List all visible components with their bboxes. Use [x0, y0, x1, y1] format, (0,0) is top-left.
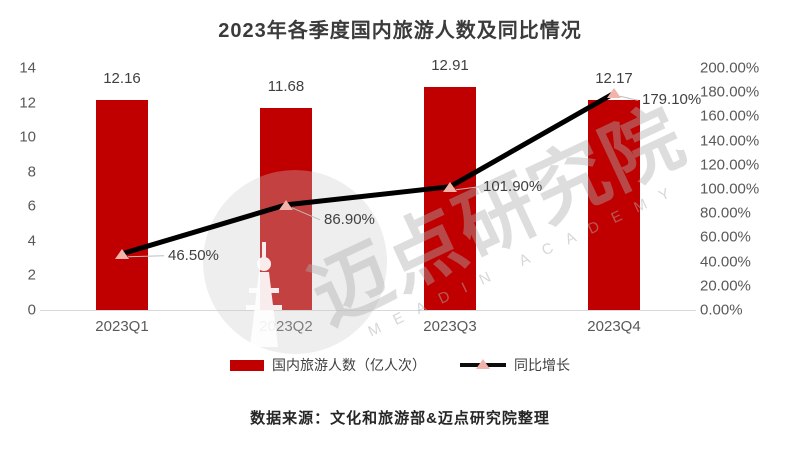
y-axis-right-tick: 20.00%	[700, 277, 751, 295]
bar-value-label: 12.16	[103, 69, 141, 87]
x-axis-label: 2023Q4	[587, 318, 641, 335]
y-axis-left-tick: 4	[27, 232, 36, 250]
page-title: 2023年各季度国内旅游人数及同比情况	[218, 20, 582, 42]
legend-line-label: 同比增长	[514, 357, 570, 373]
line-marker-icon	[279, 199, 293, 210]
line-marker-icon	[115, 248, 129, 259]
line-value-label: 101.90%	[483, 177, 543, 195]
y-axis-right-tick: 200.00%	[700, 59, 760, 77]
y-axis-left-tick: 6	[27, 197, 36, 215]
bar-value-label: 12.17	[595, 69, 633, 87]
label-leader-line	[127, 255, 165, 258]
line-marker-icon	[443, 181, 457, 192]
y-axis-left-tick: 12	[19, 94, 36, 112]
bar	[424, 86, 476, 310]
watermark-logo-circle	[203, 170, 387, 354]
legend-line-swatch	[460, 359, 506, 369]
label-leader-line	[455, 186, 480, 191]
source-note: 数据来源：文化和旅游部&迈点研究院整理	[250, 410, 550, 427]
y-axis-right-tick: 180.00%	[700, 83, 760, 101]
label-leader-line	[291, 207, 321, 221]
y-axis-right-tick: 0.00%	[700, 301, 743, 319]
y-axis-right-tick: 60.00%	[700, 228, 751, 246]
y-axis-left-tick: 14	[19, 59, 36, 77]
y-axis-left-tick: 8	[27, 163, 36, 181]
bar	[588, 99, 640, 310]
x-axis-label: 2023Q1	[95, 318, 149, 335]
bar	[96, 99, 148, 310]
y-axis-right-tick: 80.00%	[700, 204, 751, 222]
legend-bar-label: 国内旅游人数（亿人次）	[272, 357, 426, 373]
y-axis-left-tick: 0	[27, 301, 36, 319]
legend: 国内旅游人数（亿人次） 同比增长	[0, 355, 800, 375]
y-axis-left-tick: 2	[27, 266, 36, 284]
y-axis-right-tick: 120.00%	[700, 156, 760, 174]
line-value-label: 179.10%	[642, 91, 702, 109]
y-axis-right-tick: 160.00%	[700, 107, 760, 125]
line-marker-icon	[607, 88, 621, 99]
legend-bar-swatch	[230, 359, 264, 371]
x-axis-label: 2023Q3	[423, 318, 477, 335]
bar-value-label: 12.91	[431, 56, 469, 74]
label-leader-line	[619, 95, 639, 101]
y-axis-right-tick: 140.00%	[700, 132, 760, 150]
legend-line-marker-icon	[476, 359, 490, 369]
x-axis-line	[40, 310, 696, 311]
line-value-label: 46.50%	[168, 246, 219, 264]
y-axis-right-tick: 40.00%	[700, 253, 751, 271]
y-axis-right-tick: 100.00%	[700, 180, 760, 198]
y-axis-left-tick: 10	[19, 128, 36, 146]
bar-value-label: 11.68	[267, 78, 305, 96]
line-value-label: 86.90%	[324, 210, 375, 228]
tower-icon	[246, 242, 282, 347]
